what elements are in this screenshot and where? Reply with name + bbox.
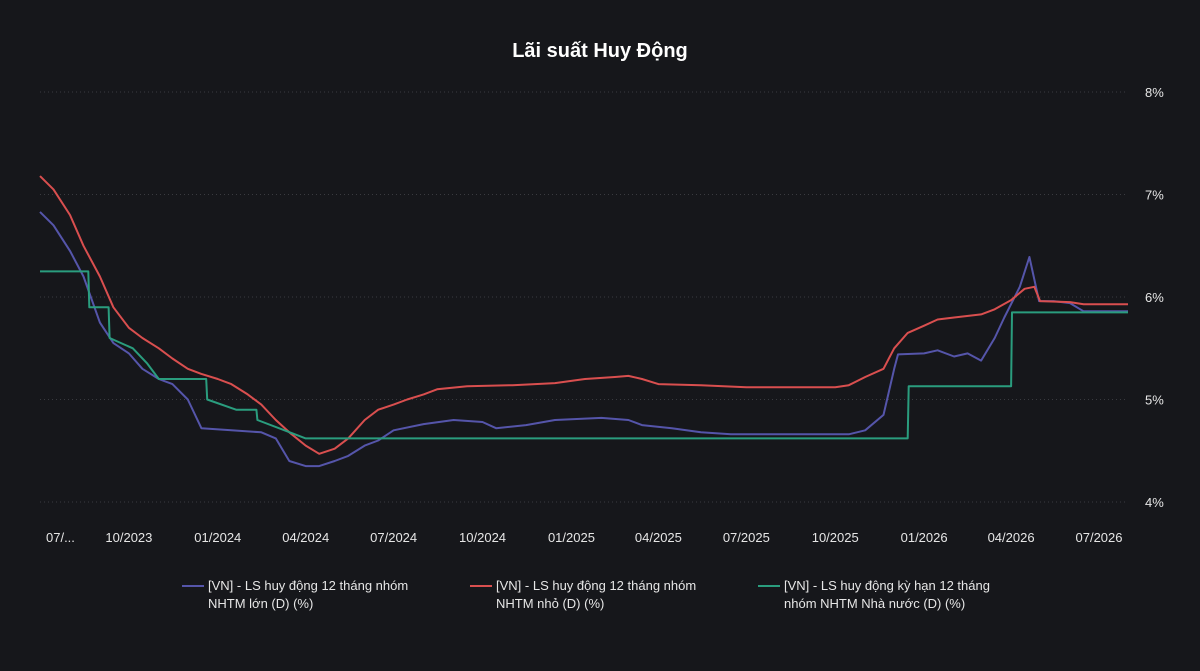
y-tick-label: 8%: [1145, 85, 1164, 100]
chart-title: Lãi suất Huy Động: [512, 40, 688, 62]
x-tick-label: 07/...: [46, 530, 75, 545]
legend-label: [VN] - LS huy động kỳ hạn 12 tháng nhóm …: [784, 578, 990, 611]
x-tick-label: 04/2026: [988, 530, 1035, 545]
x-axis-ticks: 07/... 10/2023 01/2024 04/2024 07/2024 10/202…: [46, 530, 1123, 545]
x-tick-label: 04/2024: [282, 530, 329, 545]
x-tick-label: 10/2025: [812, 530, 859, 545]
legend-swatch: [758, 585, 780, 587]
y-tick-label: 5%: [1145, 393, 1164, 408]
legend-item-small-banks[interactable]: [VN] - LS huy động 12 tháng nhóm NHTM nh…: [470, 577, 736, 613]
x-tick-label: 01/2024: [194, 530, 241, 545]
y-tick-label: 6%: [1145, 290, 1164, 305]
y-axis-ticks: 4% 5% 6% 7% 8%: [1145, 85, 1164, 510]
series-line-2: [40, 270, 1128, 440]
x-tick-label: 07/2025: [723, 530, 770, 545]
y-tick-label: 4%: [1145, 495, 1164, 510]
legend-item-large-banks[interactable]: [VN] - LS huy động 12 tháng nhóm NHTM lớ…: [182, 577, 448, 613]
x-tick-label: 04/2025: [635, 530, 682, 545]
legend-label: [VN] - LS huy động 12 tháng nhóm NHTM nh…: [496, 578, 697, 611]
x-tick-label: 07/2024: [370, 530, 417, 545]
x-tick-label: 10/2023: [105, 530, 152, 545]
legend-label: [VN] - LS huy động 12 tháng nhóm NHTM lớ…: [208, 578, 409, 611]
x-tick-label: 01/2025: [548, 530, 595, 545]
x-tick-label: 10/2024: [459, 530, 506, 545]
series-line-0: [39, 211, 1128, 468]
legend-item-state-banks[interactable]: [VN] - LS huy động kỳ hạn 12 tháng nhóm …: [758, 577, 1024, 613]
legend-swatch: [470, 585, 492, 587]
x-tick-label: 01/2026: [901, 530, 948, 545]
legend-swatch: [182, 585, 204, 587]
series-line-1: [39, 175, 1128, 455]
grid-lines: [40, 91, 1128, 503]
x-tick-label: 07/2026: [1076, 530, 1123, 545]
series-lines: [39, 175, 1128, 468]
y-tick-label: 7%: [1145, 188, 1164, 203]
